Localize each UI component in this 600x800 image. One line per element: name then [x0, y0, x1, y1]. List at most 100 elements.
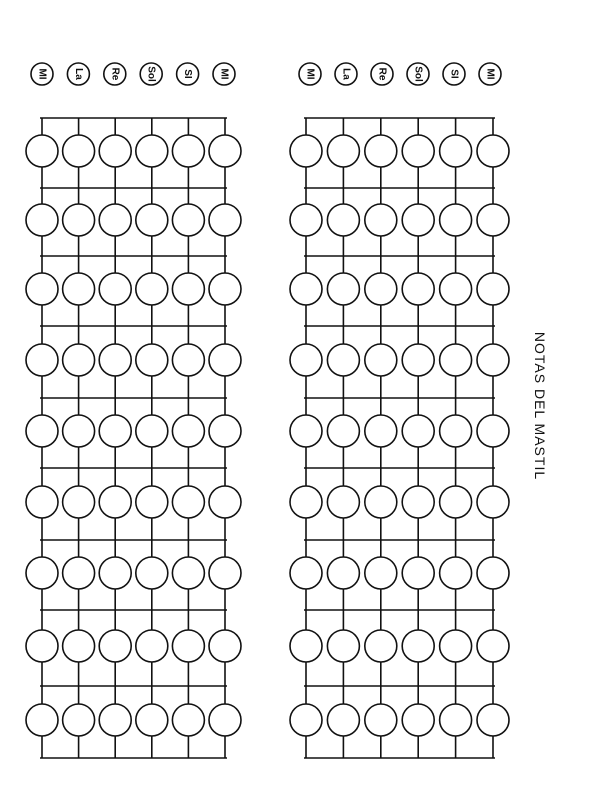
fretboard-right-note-circle[interactable] [401, 485, 436, 519]
fretboard-right-note-circle[interactable] [476, 556, 510, 590]
fretboard-right-note-circle[interactable] [289, 343, 323, 377]
fretboard-right-note-circle[interactable] [289, 414, 323, 448]
fretboard-left-note-circle[interactable] [25, 629, 59, 663]
fretboard-left-note-circle[interactable] [98, 272, 132, 306]
fretboard-right-note-circle[interactable] [401, 629, 436, 663]
fretboard-left-note-circle[interactable] [135, 629, 169, 663]
fretboard-right-note-circle[interactable] [476, 343, 510, 377]
fretboard-right-note-circle[interactable] [476, 629, 510, 663]
fretboard-right-note-circle[interactable] [289, 703, 323, 737]
fretboard-right-note-circle[interactable] [401, 343, 436, 377]
fretboard-left-note-circle[interactable] [171, 134, 206, 168]
fretboard-left-note-circle[interactable] [208, 556, 242, 590]
fretboard-left-note-circle[interactable] [208, 414, 242, 448]
fretboard-left-note-circle[interactable] [61, 272, 96, 306]
fretboard-right-note-circle[interactable] [326, 272, 361, 306]
fretboard-right-note-circle[interactable] [438, 485, 473, 519]
fretboard-right-note-circle[interactable] [401, 414, 436, 448]
fretboard-left-note-circle[interactable] [171, 414, 206, 448]
fretboard-right-note-circle[interactable] [438, 272, 473, 306]
fretboard-left-note-circle[interactable] [135, 203, 169, 237]
fretboard-left-note-circle[interactable] [171, 556, 206, 590]
fretboard-left-note-circle[interactable] [98, 556, 132, 590]
fretboard-right-note-circle[interactable] [401, 272, 436, 306]
fretboard-right-note-circle[interactable] [401, 203, 436, 237]
fretboard-left-note-circle[interactable] [61, 134, 96, 168]
fretboard-left-note-circle[interactable] [98, 414, 132, 448]
fretboard-left-note-circle[interactable] [61, 703, 96, 737]
fretboard-right-note-circle[interactable] [476, 485, 510, 519]
fretboard-left-note-circle[interactable] [171, 703, 206, 737]
fretboard-right-note-circle[interactable] [476, 203, 510, 237]
fretboard-left-note-circle[interactable] [61, 203, 96, 237]
fretboard-left-note-circle[interactable] [135, 414, 169, 448]
fretboard-right-note-circle[interactable] [438, 414, 473, 448]
fretboard-right-note-circle[interactable] [326, 556, 361, 590]
fretboard-left-note-circle[interactable] [61, 485, 96, 519]
fretboard-left-note-circle[interactable] [208, 203, 242, 237]
fretboard-right-note-circle[interactable] [326, 414, 361, 448]
fretboard-left-note-circle[interactable] [135, 556, 169, 590]
fretboard-left-note-circle[interactable] [208, 272, 242, 306]
fretboard-right-note-circle[interactable] [289, 203, 323, 237]
fretboard-right-note-circle[interactable] [326, 703, 361, 737]
fretboard-right-note-circle[interactable] [289, 485, 323, 519]
fretboard-left-note-circle[interactable] [25, 556, 59, 590]
fretboard-left-note-circle[interactable] [171, 203, 206, 237]
fretboard-right-note-circle[interactable] [438, 343, 473, 377]
fretboard-right-note-circle[interactable] [363, 134, 398, 168]
fretboard-right-note-circle[interactable] [438, 556, 473, 590]
fretboard-right-note-circle[interactable] [326, 485, 361, 519]
fretboard-left-note-circle[interactable] [171, 485, 206, 519]
fretboard-left-note-circle[interactable] [98, 343, 132, 377]
fretboard-left-note-circle[interactable] [61, 343, 96, 377]
fretboard-left-note-circle[interactable] [135, 272, 169, 306]
fretboard-right-note-circle[interactable] [438, 134, 473, 168]
fretboard-right-note-circle[interactable] [363, 629, 398, 663]
fretboard-left-note-circle[interactable] [25, 703, 59, 737]
fretboard-right-note-circle[interactable] [476, 414, 510, 448]
fretboard-left-note-circle[interactable] [25, 272, 59, 306]
fretboard-left-note-circle[interactable] [208, 703, 242, 737]
fretboard-right-note-circle[interactable] [363, 485, 398, 519]
fretboard-left-note-circle[interactable] [98, 203, 132, 237]
fretboard-right-note-circle[interactable] [289, 272, 323, 306]
fretboard-right-note-circle[interactable] [438, 629, 473, 663]
fretboard-right-note-circle[interactable] [326, 203, 361, 237]
fretboard-left-note-circle[interactable] [208, 343, 242, 377]
fretboard-left-note-circle[interactable] [25, 414, 59, 448]
fretboard-left-note-circle[interactable] [208, 134, 242, 168]
fretboard-left-note-circle[interactable] [208, 485, 242, 519]
fretboard-right-note-circle[interactable] [401, 703, 436, 737]
fretboard-left-note-circle[interactable] [25, 343, 59, 377]
fretboard-right-note-circle[interactable] [289, 556, 323, 590]
fretboard-right-note-circle[interactable] [289, 134, 323, 168]
fretboard-left-note-circle[interactable] [208, 629, 242, 663]
fretboard-left-note-circle[interactable] [135, 343, 169, 377]
fretboard-left-note-circle[interactable] [61, 556, 96, 590]
fretboard-right-note-circle[interactable] [401, 134, 436, 168]
fretboard-right-note-circle[interactable] [326, 134, 361, 168]
fretboard-left-note-circle[interactable] [135, 134, 169, 168]
fretboard-left-note-circle[interactable] [135, 485, 169, 519]
fretboard-right-note-circle[interactable] [438, 203, 473, 237]
fretboard-right-note-circle[interactable] [289, 629, 323, 663]
fretboard-right-note-circle[interactable] [363, 272, 398, 306]
fretboard-right-note-circle[interactable] [401, 556, 436, 590]
fretboard-left-note-circle[interactable] [25, 485, 59, 519]
fretboard-right-note-circle[interactable] [363, 203, 398, 237]
fretboard-left-note-circle[interactable] [61, 414, 96, 448]
fretboard-left-note-circle[interactable] [98, 629, 132, 663]
fretboard-right-note-circle[interactable] [326, 629, 361, 663]
fretboard-right-note-circle[interactable] [363, 556, 398, 590]
fretboard-left-note-circle[interactable] [61, 629, 96, 663]
fretboard-left-note-circle[interactable] [135, 703, 169, 737]
fretboard-right-note-circle[interactable] [476, 703, 510, 737]
fretboard-left-note-circle[interactable] [171, 272, 206, 306]
fretboard-left-note-circle[interactable] [98, 134, 132, 168]
fretboard-left-note-circle[interactable] [171, 343, 206, 377]
fretboard-left-note-circle[interactable] [98, 485, 132, 519]
fretboard-right-note-circle[interactable] [363, 414, 398, 448]
fretboard-right-note-circle[interactable] [363, 343, 398, 377]
fretboard-right-note-circle[interactable] [326, 343, 361, 377]
